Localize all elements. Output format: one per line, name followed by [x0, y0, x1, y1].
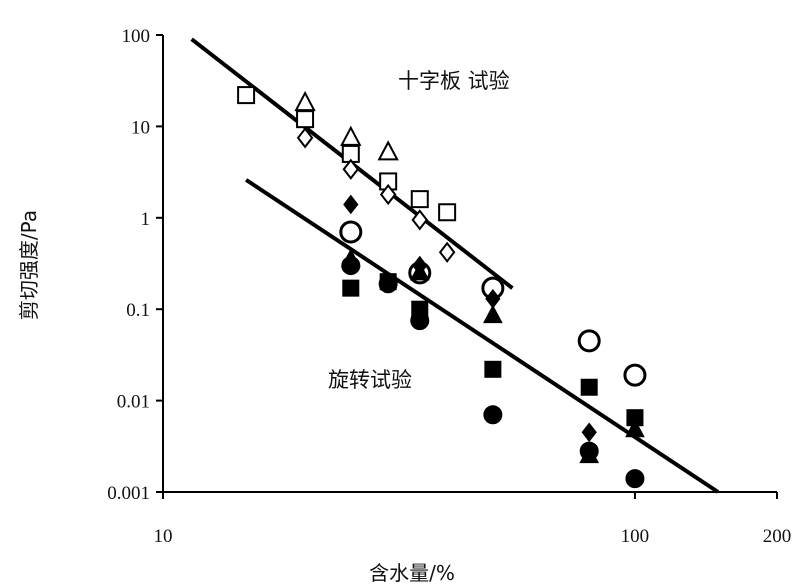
filled-circle-point: [579, 441, 599, 461]
filled-diamond-point: [343, 194, 359, 215]
open-square-point: [237, 86, 256, 105]
y-tick-label: 0.1: [126, 300, 150, 321]
x-tick-label: 200: [763, 526, 792, 547]
annotation-vane-test: 十字板 试验: [398, 69, 510, 93]
filled-triangle-point: [625, 418, 645, 438]
filled-square-point: [626, 409, 644, 427]
open-diamond-point: [296, 127, 314, 149]
open-diamond-point: [411, 209, 429, 231]
axes: [156, 34, 778, 499]
y-axis-title: 剪切强度/Pa: [17, 210, 41, 320]
y-tick-label: 100: [122, 26, 151, 47]
filled-square-point: [580, 378, 598, 396]
y-tick-label: 0.001: [107, 483, 150, 504]
filled-square-point: [484, 360, 502, 378]
y-tick-label: 0.01: [117, 392, 150, 413]
y-tick-label: 10: [131, 117, 150, 138]
filled-triangle-point: [483, 304, 503, 324]
y-tick-label: 1: [141, 209, 151, 230]
open-triangle-point: [377, 140, 399, 161]
x-tick-label: 10: [154, 526, 173, 547]
open-circle-point: [577, 329, 601, 353]
open-circle-point: [623, 363, 647, 387]
filled-square-point: [379, 273, 397, 291]
tick-labels: 100 10 1 0.1 0.01 0.001 10 100 200: [107, 26, 791, 547]
filled-circle-point: [625, 469, 645, 489]
filled-circle-point: [483, 405, 503, 425]
filled-square-point: [411, 300, 429, 318]
annotation-rotation-test: 旋转试验: [328, 368, 412, 392]
filled-square-point: [342, 279, 360, 297]
open-square-point: [438, 203, 457, 222]
open-diamond-point: [379, 183, 397, 206]
filled-triangle-point: [409, 261, 430, 281]
trendline-2: [245, 178, 720, 494]
open-triangle-point: [294, 90, 316, 112]
x-axis-title: 含水量/%: [369, 561, 455, 585]
filled-circle-point: [341, 256, 361, 276]
filled-diamond-point: [581, 422, 597, 443]
open-diamond-point: [438, 241, 456, 263]
open-diamond-point: [342, 158, 360, 180]
open-square-point: [410, 190, 429, 209]
open-triangle-point: [340, 125, 362, 146]
data-points: [237, 86, 647, 489]
open-circle-point: [339, 220, 363, 244]
open-square-point: [296, 110, 315, 129]
x-tick-label: 100: [621, 526, 650, 547]
